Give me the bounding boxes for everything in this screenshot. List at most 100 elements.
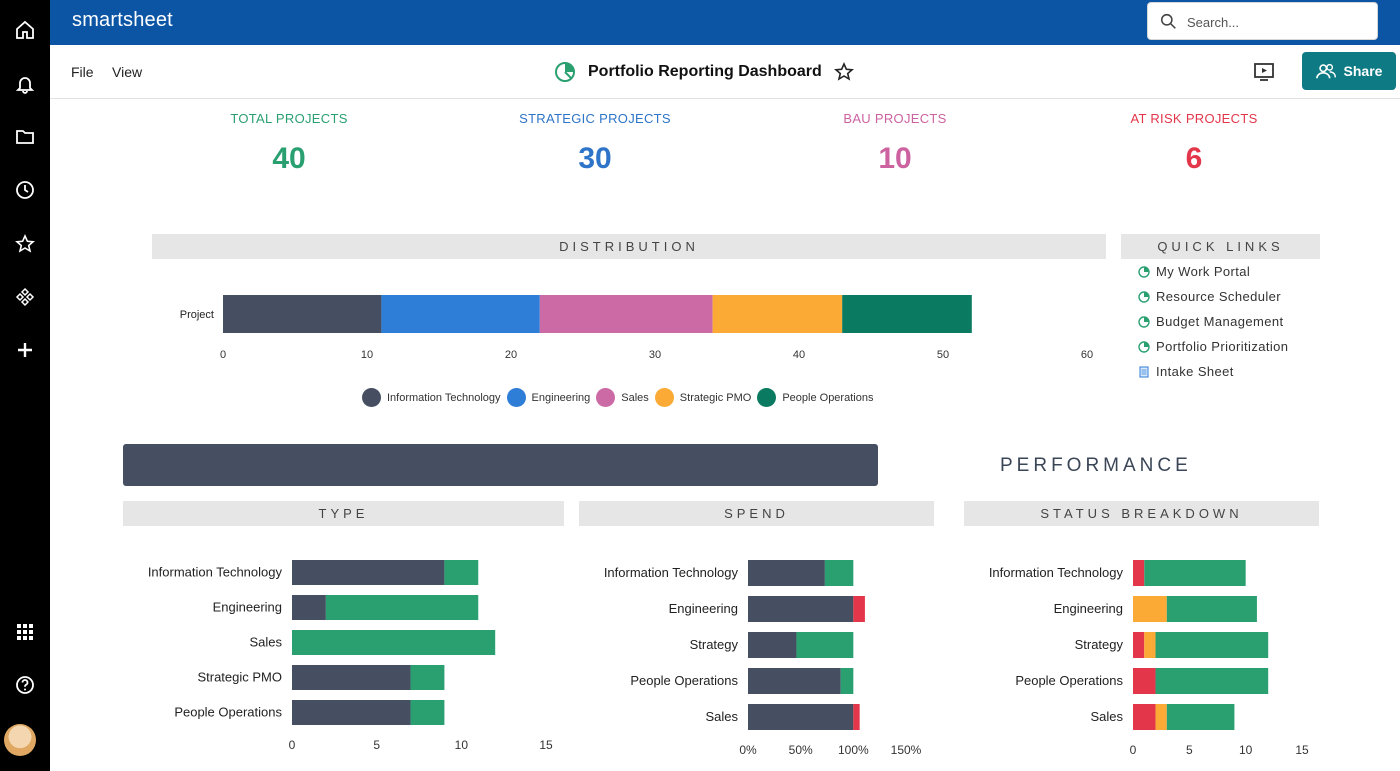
people-icon (1315, 63, 1336, 79)
file-menu[interactable]: File (71, 64, 94, 80)
tick-label: 0 (289, 738, 296, 752)
performance-banner (123, 444, 878, 486)
quick-link[interactable]: Portfolio Prioritization (1138, 339, 1288, 354)
category-label: Strategic PMO (197, 670, 282, 685)
category-label: Information Technology (989, 565, 1124, 580)
legend-item: Engineering (506, 388, 590, 407)
search-placeholder: Search... (1187, 15, 1240, 30)
view-menu[interactable]: View (112, 64, 143, 80)
legend-swatch (506, 388, 526, 407)
tick-label: 10 (361, 349, 373, 361)
tick-label: 0 (1130, 743, 1137, 757)
tick-label: 60 (1081, 349, 1093, 361)
bar-strategy-spent (748, 632, 797, 658)
bar-project-people-operations (842, 295, 972, 333)
category-label: Sales (705, 709, 738, 724)
share-button[interactable]: Share (1302, 52, 1396, 90)
folder-icon[interactable] (8, 120, 42, 154)
bar-people-operations-red (1133, 668, 1156, 694)
quick-link[interactable]: Budget Management (1138, 314, 1284, 329)
kpi-bau-projects: BAU PROJECTS 10 (775, 111, 1015, 176)
kpi-label: TOTAL PROJECTS (230, 111, 348, 126)
quick-link[interactable]: Resource Scheduler (1138, 289, 1281, 304)
legend-swatch (654, 388, 674, 407)
legend-item: People Operations (757, 388, 873, 407)
tick-label: 15 (539, 738, 553, 752)
category-label: Sales (1090, 709, 1123, 724)
bar-project-information-technology (223, 295, 382, 333)
bar-information-technology-green (1144, 560, 1246, 586)
tick-label: 20 (505, 349, 517, 361)
plus-icon[interactable] (8, 333, 42, 367)
tick-label: 5 (373, 738, 380, 752)
bar-information-technology-strategic (292, 560, 445, 585)
quick-link[interactable]: Intake Sheet (1138, 364, 1234, 379)
kpi-label: BAU PROJECTS (843, 111, 947, 126)
legend-label: Sales (621, 391, 649, 404)
spend-header: SPEND (579, 501, 934, 526)
top-bar: smartsheet Search... (50, 0, 1400, 45)
favorite-star-icon[interactable] (833, 62, 854, 82)
home-icon[interactable] (8, 13, 42, 47)
tick-label: 30 (649, 349, 661, 361)
type-chart: Information Technology Engineering Sales St… (148, 560, 553, 752)
distribution-header: DISTRIBUTION (152, 234, 1106, 259)
type-header: TYPE (123, 501, 564, 526)
bar-strategic-pmo-bau (410, 665, 445, 690)
bar-people-operations-remaining (840, 668, 854, 694)
bar-sales-yellow (1155, 704, 1167, 730)
legend-swatch (362, 388, 381, 407)
sheet-icon (1139, 366, 1149, 377)
tick-label: 40 (793, 349, 805, 361)
tick-label: 100% (838, 743, 869, 757)
distribution-legend: Information Technology Engineering Sales… (362, 388, 879, 407)
category-label: People Operations (630, 673, 738, 688)
presentation-icon[interactable] (1252, 60, 1276, 84)
tick-label: 50 (937, 349, 949, 361)
category-label: Strategy (1075, 637, 1124, 652)
kpi-label: STRATEGIC PROJECTS (519, 111, 671, 126)
bar-project-engineering (381, 295, 540, 333)
category-label: People Operations (174, 705, 282, 720)
bar-people-operations-bau (410, 700, 445, 725)
bar-people-operations-green (1155, 668, 1269, 694)
bar-engineering-yellow (1133, 596, 1167, 622)
dashboard-title-group: Portfolio Reporting Dashboard (554, 61, 854, 83)
category-label: Sales (249, 635, 282, 650)
tick-label: 5 (1186, 743, 1193, 757)
bell-icon[interactable] (8, 67, 42, 101)
status-header: STATUS BREAKDOWN (964, 501, 1319, 526)
bar-engineering-over (853, 596, 865, 622)
category-label: Information Technology (148, 565, 283, 580)
kpi-value: 40 (272, 142, 306, 175)
bar-information-technology-spent (748, 560, 825, 586)
search-input[interactable]: Search... (1147, 2, 1378, 40)
quick-links-header: QUICK LINKS (1121, 234, 1320, 259)
avatar[interactable] (4, 724, 36, 756)
quick-link-label: Resource Scheduler (1156, 289, 1281, 304)
spend-chart: Information Technology Engineering Strateg… (604, 560, 922, 757)
quick-link[interactable]: My Work Portal (1138, 264, 1250, 279)
tick-label: 150% (891, 743, 922, 757)
apps-icon[interactable] (8, 280, 42, 314)
dashboard-icon (1138, 315, 1150, 328)
performance-heading: PERFORMANCE (1000, 455, 1192, 476)
legend-item: Strategic PMO (654, 388, 751, 407)
bar-engineering-green (1166, 596, 1257, 622)
kpi-value: 10 (878, 142, 912, 175)
help-icon[interactable] (8, 668, 42, 702)
bar-information-technology-remaining (824, 560, 854, 586)
star-icon[interactable] (8, 227, 42, 261)
quick-link-label: My Work Portal (1156, 264, 1251, 279)
legend-label: People Operations (782, 391, 874, 404)
category-label: Engineering (213, 600, 282, 615)
bar-project-strategic-pmo (712, 295, 843, 333)
clock-icon[interactable] (8, 173, 42, 207)
quick-link-label: Budget Management (1156, 314, 1284, 329)
bar-information-technology-bau (444, 560, 479, 585)
grid-icon[interactable] (8, 615, 42, 649)
dashboard-icon (1138, 265, 1150, 278)
kpi-total-projects: TOTAL PROJECTS 40 (169, 111, 409, 176)
app-logo[interactable]: smartsheet (72, 9, 173, 31)
kpi-value: 30 (578, 142, 612, 175)
